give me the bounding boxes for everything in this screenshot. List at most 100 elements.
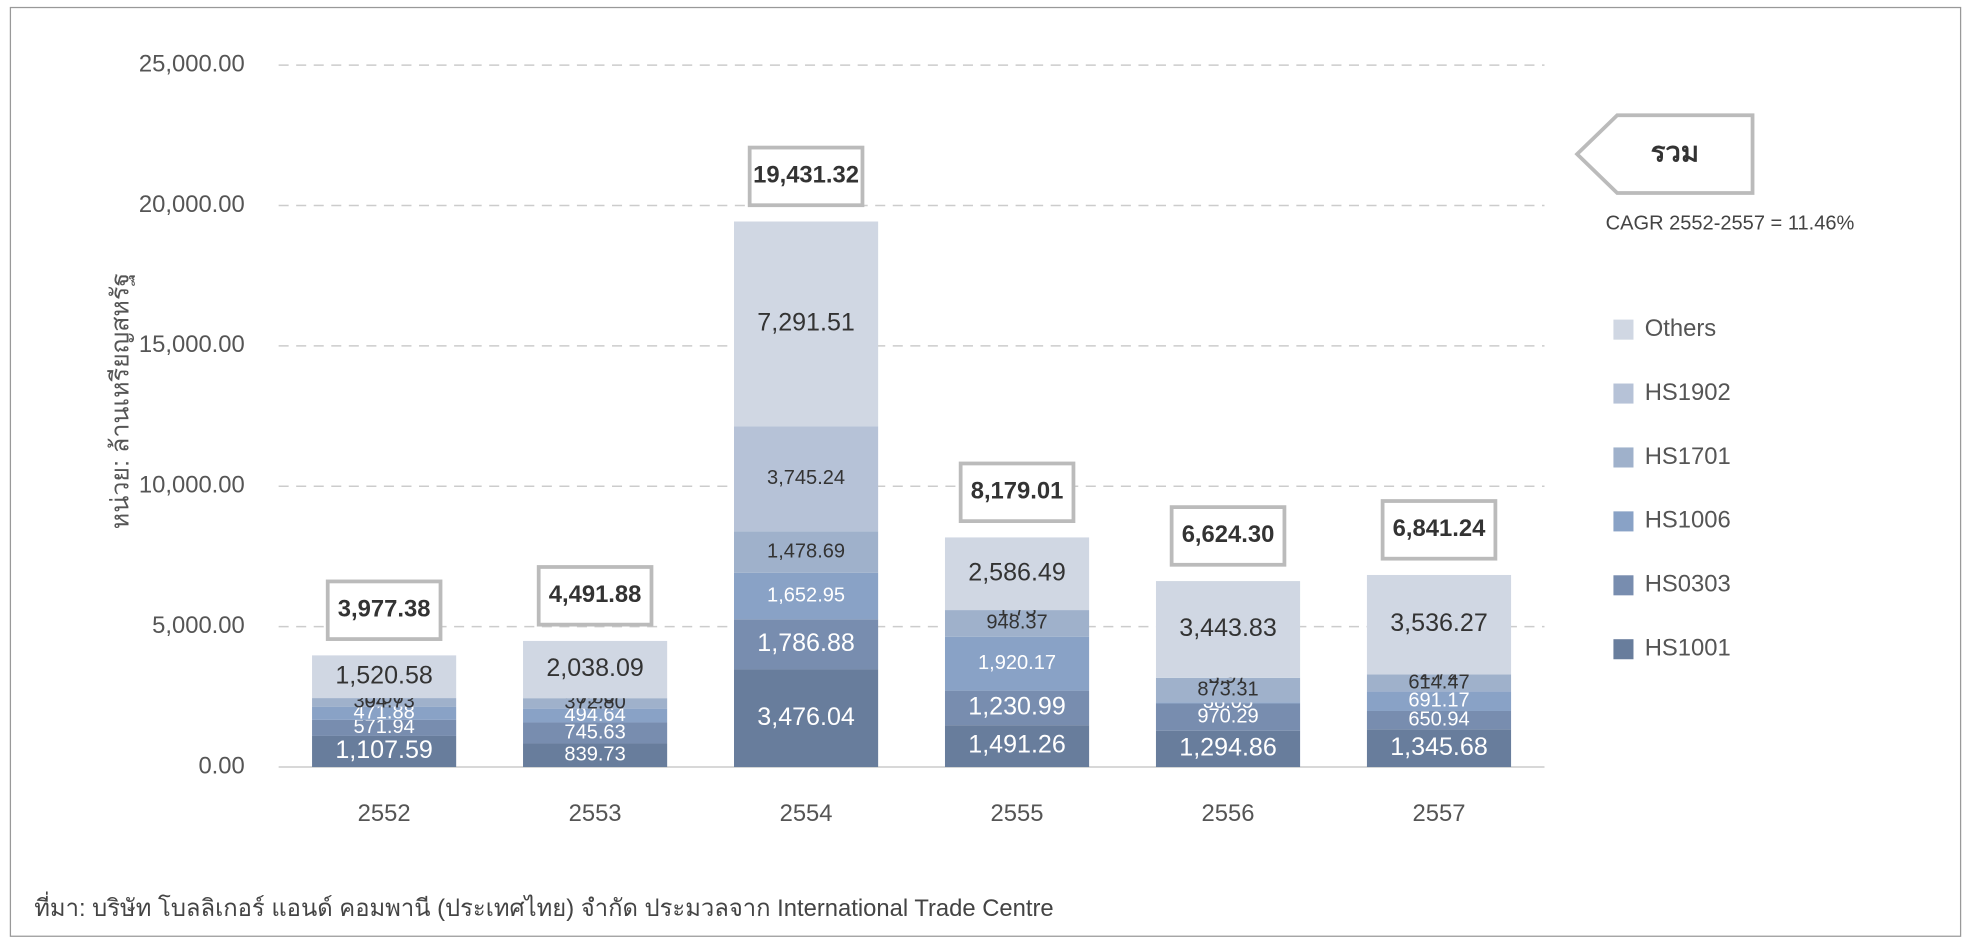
legend-label: HS1006 — [1645, 507, 1731, 534]
source-note: ที่มา: บริษัท โบลลิเกอร์ แอนด์ คอมพานี (… — [34, 891, 1053, 922]
data-label: 691.17 — [1408, 690, 1469, 712]
x-tick-label: 2554 — [780, 800, 833, 827]
data-label: 970.29 — [1197, 705, 1258, 727]
bar-segment — [1155, 730, 1301, 768]
y-tick-label: 5,000.00 — [152, 612, 245, 639]
legend-swatch — [1613, 447, 1634, 468]
bar-segment — [523, 698, 668, 709]
data-label: 1,520.58 — [335, 661, 433, 689]
total-label: 3,977.38 — [338, 596, 431, 623]
total-box — [536, 565, 654, 627]
bar-segment — [312, 655, 457, 699]
legend-swatch — [1613, 319, 1634, 340]
legend-label: HS0303 — [1645, 571, 1731, 598]
bar-segment — [1155, 677, 1301, 703]
data-label: 3,476.04 — [757, 703, 855, 731]
data-label: 2,038.09 — [546, 654, 644, 682]
total-box — [1380, 499, 1498, 561]
legend-swatch — [1613, 575, 1634, 596]
bar-segment — [734, 426, 879, 532]
data-label: 873.31 — [1197, 678, 1258, 700]
total-label: 6,624.30 — [1182, 521, 1275, 548]
bar-segment — [1366, 674, 1512, 692]
data-label: 1,230.99 — [968, 693, 1066, 721]
data-label: 3,745.24 — [767, 467, 845, 489]
bar-segment — [734, 669, 879, 768]
total-box — [325, 579, 443, 641]
bar-segment — [1366, 691, 1512, 711]
legend-label: HS1902 — [1645, 379, 1731, 406]
data-label: 494.64 — [564, 704, 625, 726]
data-label: 948.37 — [986, 612, 1047, 634]
x-tick-label: 2555 — [991, 800, 1044, 827]
bar-segment — [734, 619, 879, 670]
y-axis-label: หน่วย: ล้านเหรียญสหรัฐ — [107, 273, 135, 529]
x-tick-label: 2557 — [1413, 800, 1466, 827]
data-label: 1,920.17 — [978, 652, 1056, 674]
bar-segment — [1155, 703, 1301, 731]
bar-segment — [523, 722, 668, 744]
bar-segment — [1366, 729, 1512, 768]
y-tick-label: 0.00 — [198, 752, 244, 779]
total-box — [1169, 505, 1287, 567]
frame — [9, 6, 1962, 937]
data-label: 7,291.51 — [757, 308, 855, 336]
data-label: 839.73 — [564, 744, 625, 766]
data-label: 614.47 — [1408, 671, 1469, 693]
total-box — [958, 461, 1076, 524]
data-label: 3,536.27 — [1390, 609, 1488, 637]
x-tick-label: 2552 — [358, 800, 411, 827]
bar-segment — [944, 636, 1090, 691]
callout-arrow — [1574, 113, 1755, 195]
bar-segment — [1366, 710, 1512, 730]
total-label: 6,841.24 — [1393, 515, 1486, 542]
data-label: 2,586.49 — [968, 558, 1066, 586]
total-label: 19,431.32 — [753, 162, 859, 189]
x-tick-label: 2556 — [1202, 800, 1255, 827]
data-label: 471.88 — [353, 702, 414, 724]
legend-label: Others — [1645, 315, 1717, 342]
bar-segment — [944, 537, 1090, 611]
data-label: 745.63 — [564, 721, 625, 743]
bar-segment — [1155, 702, 1301, 704]
x-tick-label: 2553 — [569, 800, 622, 827]
bar-segment — [312, 719, 457, 736]
bar-segment — [312, 698, 457, 707]
callout-text: รวม — [1651, 136, 1699, 167]
cagr-note: CAGR 2552-2557 = 11.46% — [1606, 213, 1855, 235]
y-tick-label: 15,000.00 — [139, 331, 245, 358]
total-label: 8,179.01 — [971, 478, 1064, 505]
bar-segment — [734, 221, 879, 427]
legend-label: HS1701 — [1645, 443, 1731, 470]
legend-label: HS1001 — [1645, 635, 1731, 662]
bar-segment — [734, 572, 879, 620]
bar-segment — [523, 640, 668, 699]
legend-swatch — [1613, 511, 1634, 532]
bar-segment — [312, 706, 457, 720]
data-label: 1,652.95 — [767, 584, 845, 606]
bar-segment — [523, 708, 668, 723]
bar-segment — [1366, 574, 1512, 675]
bar-segment — [1155, 581, 1301, 678]
y-tick-label: 20,000.00 — [139, 191, 245, 218]
data-label: 1,345.68 — [1390, 733, 1488, 761]
bar-segment — [944, 610, 1090, 637]
data-label: 1,786.88 — [757, 629, 855, 657]
legend-swatch — [1613, 639, 1634, 660]
bar-segment — [523, 743, 668, 768]
data-label: 571.94 — [353, 716, 414, 738]
data-label: 3,443.83 — [1179, 614, 1277, 642]
bar-segment — [944, 690, 1090, 726]
data-label: 650.94 — [1408, 708, 1469, 730]
y-tick-label: 10,000.00 — [139, 472, 245, 499]
bar-segment — [734, 531, 879, 573]
total-label: 4,491.88 — [549, 581, 642, 608]
data-label: 1,107.59 — [335, 736, 433, 764]
data-label: 1,294.86 — [1179, 733, 1277, 761]
data-label: 1,491.26 — [968, 731, 1066, 759]
legend-swatch — [1613, 383, 1634, 404]
bar-segment — [312, 735, 457, 768]
y-tick-label: 25,000.00 — [139, 50, 245, 77]
data-label: 1,478.69 — [767, 540, 845, 562]
